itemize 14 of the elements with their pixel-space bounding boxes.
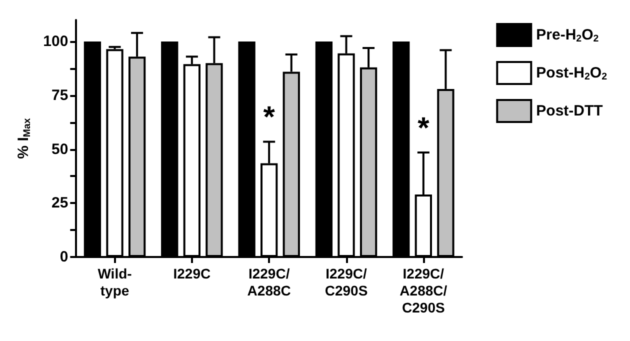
annotation: *: [263, 101, 276, 134]
y-tick-label: 25: [51, 194, 68, 212]
y-tick-label: 75: [51, 86, 68, 104]
annotation: *: [418, 112, 430, 146]
y-axis-title: % IMax: [15, 118, 33, 159]
x-tick-label: Wild- type: [98, 266, 132, 298]
x-tick-label: I229C/ C290S: [324, 266, 368, 298]
y-tick-label: 0: [60, 248, 68, 266]
y-tick-label: 50: [51, 140, 68, 158]
legend-label: Post-DTT: [536, 102, 603, 120]
x-tick-label: I229C: [173, 266, 211, 282]
x-tick-label: I229C/ A288C: [247, 266, 291, 298]
y-tick-label: 100: [43, 33, 68, 50]
x-tick-label: I229C/ A288C/ C290S: [400, 266, 448, 316]
